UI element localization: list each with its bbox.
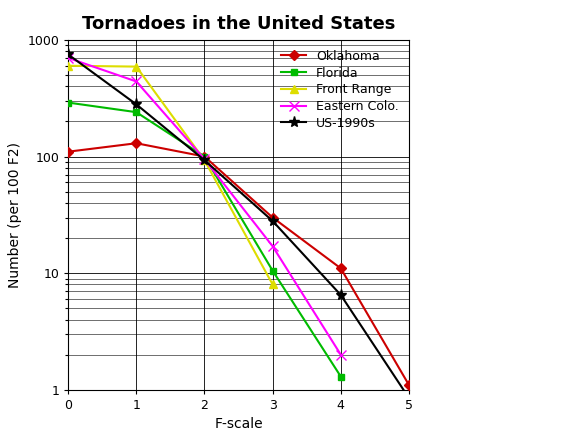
Oklahoma xyxy=(201,154,208,159)
Title: Tornadoes in the United States: Tornadoes in the United States xyxy=(82,15,395,33)
Front Range xyxy=(201,158,208,163)
X-axis label: F-scale: F-scale xyxy=(214,417,263,431)
Oklahoma xyxy=(406,382,412,388)
Florida xyxy=(269,268,276,273)
Florida xyxy=(133,109,140,115)
Oklahoma xyxy=(65,149,72,154)
Line: Front Range: Front Range xyxy=(64,62,277,289)
Line: Eastern Colo.: Eastern Colo. xyxy=(63,53,346,360)
Y-axis label: Number (per 100 F2): Number (per 100 F2) xyxy=(8,142,22,288)
Florida xyxy=(337,374,344,379)
Oklahoma xyxy=(337,266,344,271)
Oklahoma xyxy=(133,140,140,146)
US-1990s xyxy=(201,158,208,163)
Eastern Colo. xyxy=(337,352,344,358)
Florida xyxy=(65,100,72,105)
Line: Oklahoma: Oklahoma xyxy=(65,140,412,389)
Eastern Colo. xyxy=(269,244,276,249)
Line: US-1990s: US-1990s xyxy=(62,49,415,404)
Eastern Colo. xyxy=(133,79,140,84)
US-1990s xyxy=(406,396,412,401)
Florida xyxy=(201,154,208,159)
Legend: Oklahoma, Florida, Front Range, Eastern Colo., US-1990s: Oklahoma, Florida, Front Range, Eastern … xyxy=(277,46,403,134)
Front Range xyxy=(269,282,276,287)
US-1990s xyxy=(269,218,276,224)
US-1990s xyxy=(65,52,72,57)
Eastern Colo. xyxy=(201,156,208,162)
Front Range xyxy=(65,63,72,68)
US-1990s xyxy=(133,102,140,107)
Oklahoma xyxy=(269,215,276,220)
Eastern Colo. xyxy=(65,55,72,61)
Front Range xyxy=(133,64,140,69)
US-1990s xyxy=(337,292,344,298)
Line: Florida: Florida xyxy=(65,99,344,380)
